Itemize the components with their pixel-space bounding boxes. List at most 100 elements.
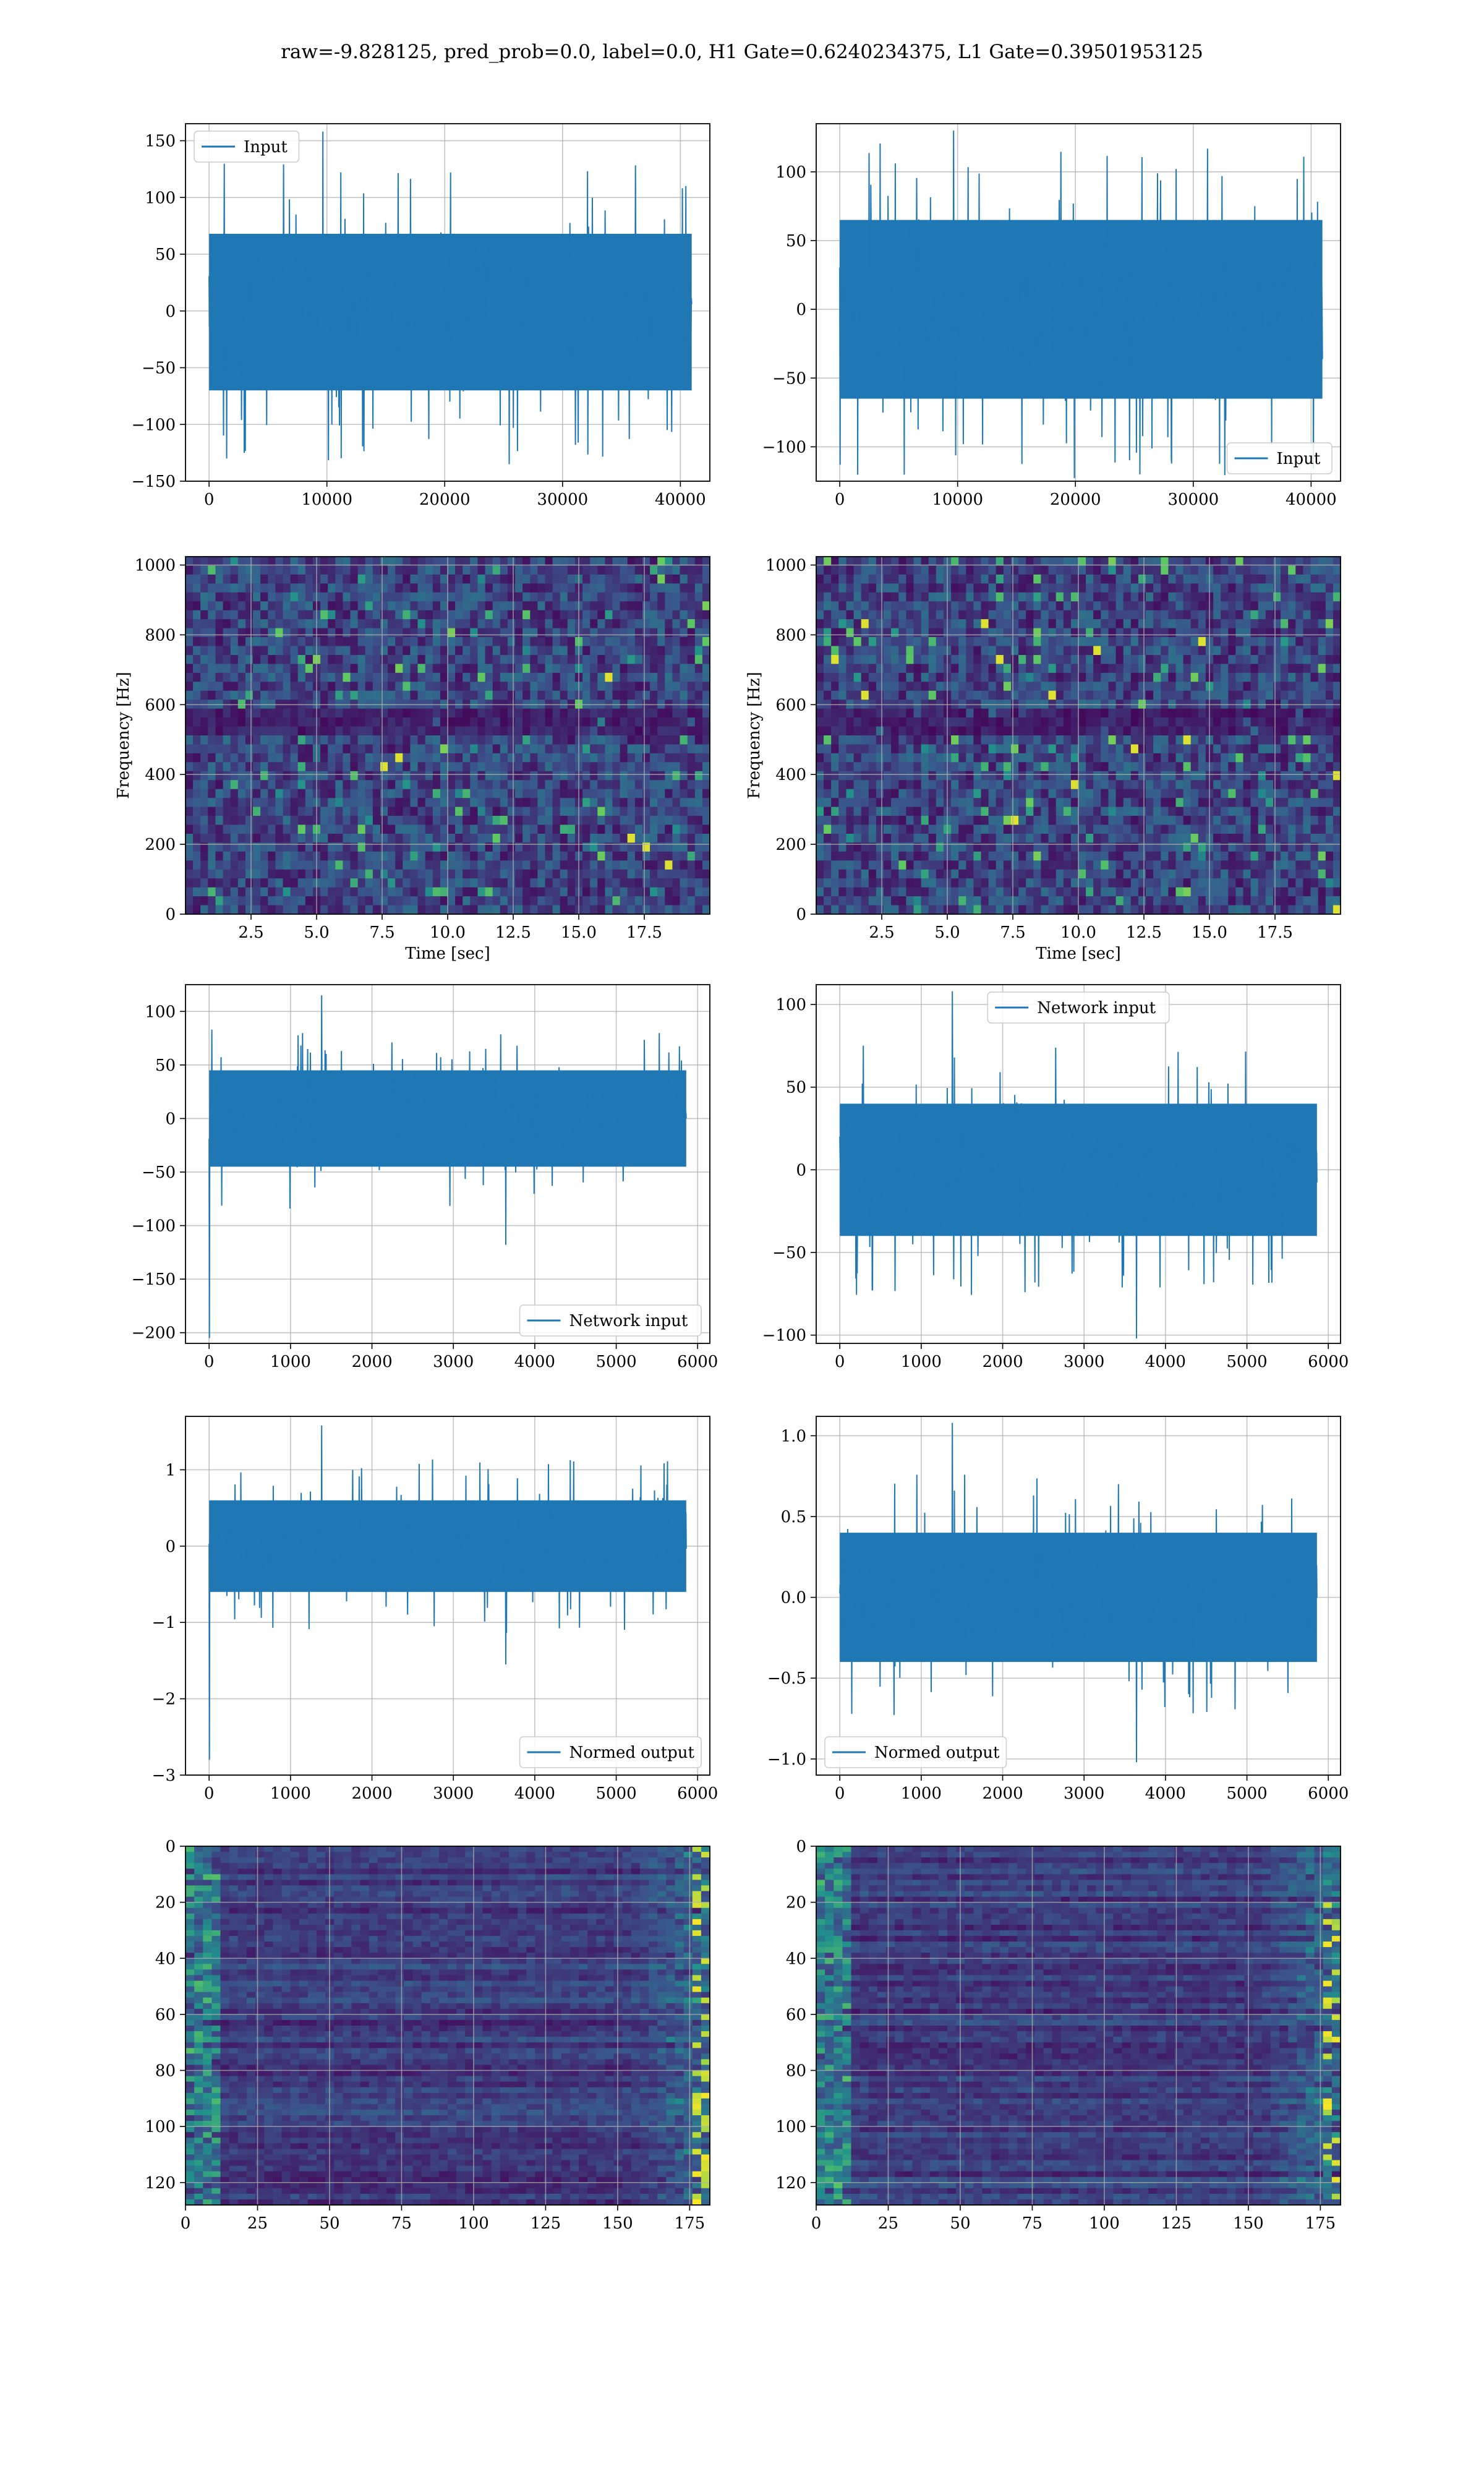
heatmap-cell bbox=[448, 842, 456, 852]
heatmap-cell bbox=[432, 628, 441, 638]
heatmap-cell bbox=[305, 672, 313, 682]
heatmap-cell bbox=[1213, 628, 1221, 638]
heatmap-cell bbox=[966, 664, 974, 674]
heatmap-cell bbox=[951, 726, 959, 736]
heatmap-cell bbox=[223, 816, 231, 825]
heatmap-cell bbox=[1138, 619, 1146, 629]
heatmap-cell bbox=[694, 619, 703, 629]
heatmap-cell bbox=[1228, 780, 1236, 790]
heatmap-cell bbox=[1190, 583, 1199, 593]
axes-frame bbox=[185, 556, 710, 915]
heatmap-cell bbox=[1033, 592, 1041, 602]
heatmap-cell bbox=[268, 637, 276, 646]
heatmap-cell bbox=[620, 771, 628, 781]
heatmap-cell bbox=[477, 771, 486, 781]
heatmap-cell bbox=[388, 601, 396, 611]
heatmap-cell bbox=[1288, 789, 1296, 798]
heatmap-cell bbox=[350, 744, 359, 754]
heatmap-cell bbox=[650, 798, 658, 808]
heatmap-cell bbox=[687, 726, 696, 736]
heatmap-cell bbox=[590, 664, 598, 674]
heatmap-cell bbox=[560, 583, 568, 593]
y-tick-label: 0 bbox=[165, 905, 176, 924]
heatmap-cell bbox=[816, 565, 824, 575]
heatmap-cell bbox=[1033, 780, 1041, 790]
heatmap-cell bbox=[320, 834, 328, 843]
heatmap-cell bbox=[425, 789, 433, 798]
heatmap-cell bbox=[1183, 682, 1192, 691]
heatmap-cell bbox=[1063, 646, 1072, 656]
heatmap-cell bbox=[215, 690, 224, 700]
heatmap-cell bbox=[200, 762, 208, 772]
heatmap-cell bbox=[1063, 762, 1072, 772]
heatmap-cell bbox=[824, 574, 832, 584]
heatmap-cell bbox=[395, 655, 403, 664]
heatmap-cell bbox=[868, 753, 877, 763]
heatmap-cell bbox=[448, 887, 456, 897]
heatmap-cell bbox=[530, 672, 538, 682]
heatmap-cell bbox=[936, 744, 944, 754]
heatmap-cell bbox=[1108, 664, 1117, 674]
heatmap-cell bbox=[702, 574, 710, 584]
heatmap-cell bbox=[634, 798, 643, 808]
heatmap-cell bbox=[1018, 574, 1026, 584]
heatmap-cell bbox=[485, 789, 493, 798]
heatmap-cell bbox=[642, 565, 650, 575]
heatmap-cell bbox=[665, 905, 673, 915]
heatmap-cell bbox=[410, 789, 419, 798]
heatmap-cell bbox=[627, 798, 636, 808]
heatmap-cell bbox=[1265, 690, 1274, 700]
heatmap-cell bbox=[1198, 557, 1206, 566]
heatmap-cell bbox=[824, 807, 832, 816]
heatmap-cell bbox=[560, 610, 568, 620]
heatmap-cell bbox=[372, 690, 381, 700]
heatmap-cell bbox=[1303, 798, 1311, 808]
heatmap-cell bbox=[448, 628, 456, 638]
heatmap-cell bbox=[824, 771, 832, 781]
heatmap-cell bbox=[492, 583, 501, 593]
heatmap-cell bbox=[1138, 690, 1146, 700]
heatmap-cell bbox=[432, 905, 441, 915]
heatmap-cell bbox=[1026, 601, 1034, 611]
heatmap-cell bbox=[290, 735, 299, 745]
heatmap-cell bbox=[410, 744, 419, 754]
heatmap-cell bbox=[1063, 780, 1072, 790]
heatmap-cell bbox=[245, 592, 254, 602]
heatmap-cell bbox=[515, 735, 523, 745]
heatmap-cell bbox=[816, 726, 824, 736]
heatmap-cell bbox=[275, 717, 284, 727]
heatmap-cell bbox=[215, 726, 224, 736]
heatmap-cell bbox=[838, 690, 846, 700]
heatmap-cell bbox=[1011, 789, 1019, 798]
heatmap-cell bbox=[1325, 619, 1334, 629]
heatmap-cell bbox=[973, 646, 982, 656]
heatmap-cell bbox=[470, 735, 478, 745]
heatmap-cell bbox=[891, 646, 899, 656]
heatmap-cell bbox=[687, 780, 696, 790]
heatmap-cell bbox=[928, 708, 937, 718]
heatmap-cell bbox=[1115, 619, 1124, 629]
heatmap-cell bbox=[335, 753, 343, 763]
heatmap-cell bbox=[1175, 717, 1184, 727]
heatmap-cell bbox=[1138, 646, 1146, 656]
heatmap-cell bbox=[230, 744, 239, 754]
heatmap-cell bbox=[335, 834, 343, 843]
heatmap-cell bbox=[597, 851, 605, 861]
heatmap-cell bbox=[417, 780, 426, 790]
heatmap-cell bbox=[936, 708, 944, 718]
heatmap-cell bbox=[876, 672, 884, 682]
heatmap-cell bbox=[958, 744, 966, 754]
heatmap-cell bbox=[838, 565, 846, 575]
heatmap-cell bbox=[463, 807, 471, 816]
heatmap-cell bbox=[1108, 816, 1117, 825]
heatmap-cell bbox=[410, 798, 419, 808]
heatmap-cell bbox=[237, 583, 246, 593]
heatmap-cell bbox=[350, 762, 359, 772]
heatmap-cell bbox=[186, 690, 194, 700]
heatmap-cell bbox=[1153, 557, 1161, 566]
heatmap-cell bbox=[297, 619, 306, 629]
heatmap-cell bbox=[958, 690, 966, 700]
heatmap-cell bbox=[1138, 789, 1146, 798]
heatmap-cell bbox=[1130, 717, 1139, 727]
heatmap-cell bbox=[1048, 798, 1057, 808]
